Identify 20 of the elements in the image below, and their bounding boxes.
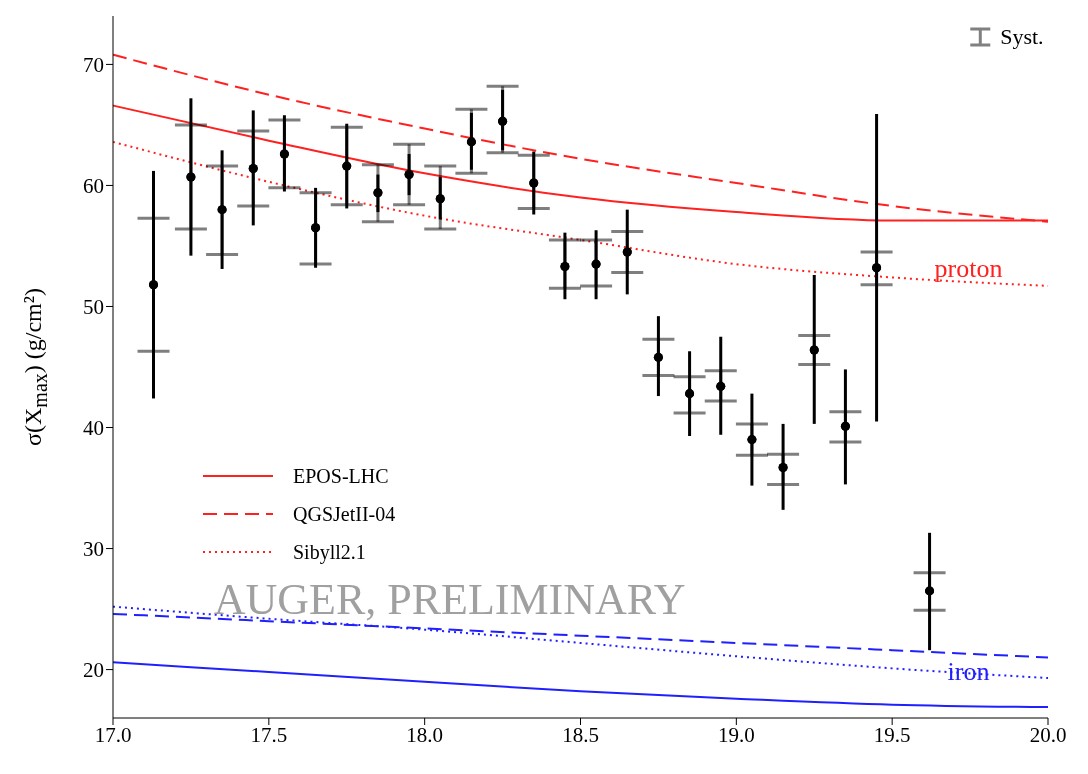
y-tick-label: 50 xyxy=(83,294,104,319)
x-tick-label: 19.5 xyxy=(873,722,911,747)
legend-label: QGSJetII-04 xyxy=(293,502,396,526)
x-tick-label: 17.5 xyxy=(250,722,288,747)
legend-label: EPOS-LHC xyxy=(293,464,389,488)
x-tick-label: 18.0 xyxy=(406,722,444,747)
x-tick-label: 17.0 xyxy=(94,722,132,747)
y-tick-label: 60 xyxy=(83,173,104,198)
y-tick-label: 20 xyxy=(83,658,104,683)
x-tick-label: 20.0 xyxy=(1029,722,1067,747)
y-tick-label: 70 xyxy=(83,52,104,77)
y-tick-label: 30 xyxy=(83,537,104,562)
legend-label: Sibyll2.1 xyxy=(293,540,366,564)
y-tick-label: 40 xyxy=(83,415,104,440)
x-tick-label: 18.5 xyxy=(562,722,599,747)
x-tick-label: 19.0 xyxy=(717,722,755,747)
annotation: Syst. xyxy=(1000,24,1044,51)
annotation: proton xyxy=(934,253,1003,284)
annotation: iron xyxy=(947,657,990,688)
annotation: AUGER, PRELIMINARY xyxy=(213,573,686,625)
